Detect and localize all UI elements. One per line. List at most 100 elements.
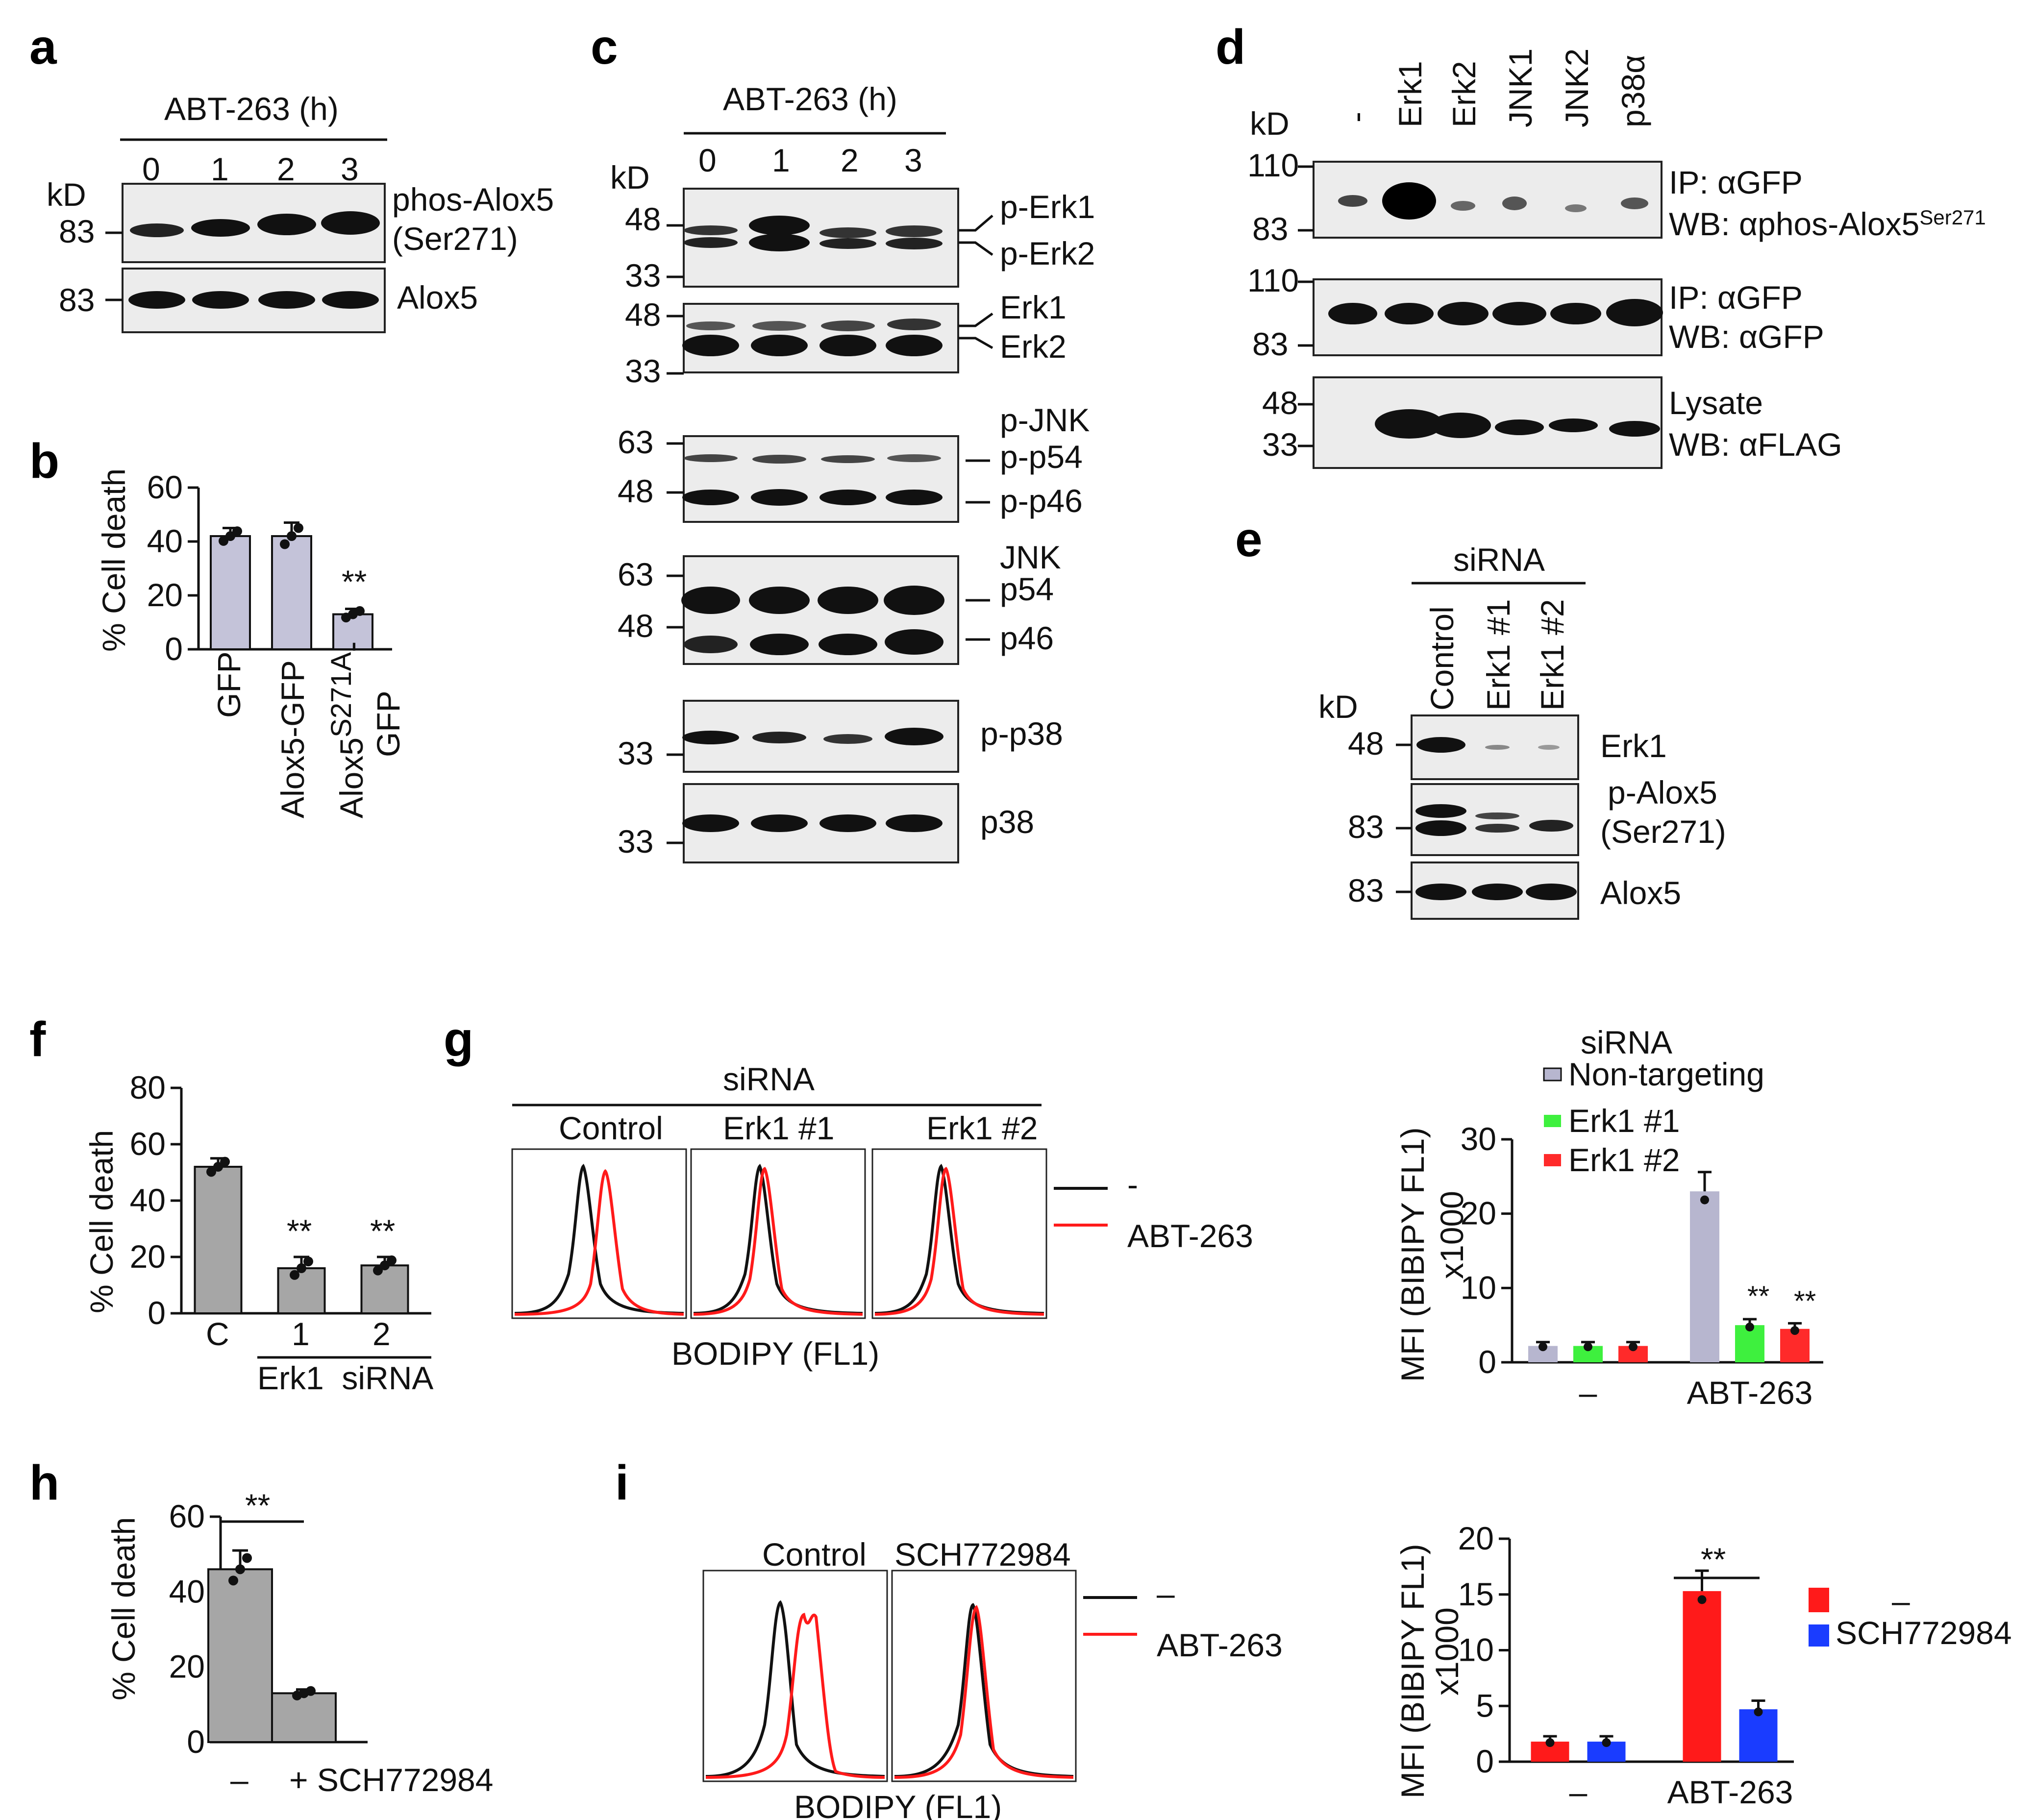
panel-g-cond-2: Erk1 #2 [926, 1110, 1038, 1146]
data-point [280, 539, 290, 549]
y-tick-label: 0 [1476, 1743, 1494, 1779]
panel-d-kd: kD [1250, 105, 1290, 142]
data-point [373, 1265, 383, 1276]
x-group-label: ABT-263 [1667, 1774, 1793, 1810]
panel-d-letter: d [1216, 20, 1245, 74]
panel-a-marker-83b: 83 [59, 282, 95, 318]
data-point [1629, 1342, 1638, 1352]
panel-d-marker-33: 33 [1262, 426, 1298, 463]
data-point [1754, 1707, 1763, 1717]
panel-d-bands-gfp [1328, 299, 1663, 326]
panel-a-band-ser: (Ser271) [392, 221, 518, 257]
panel-d-lane-2: Erk2 [1446, 61, 1482, 127]
data-point [355, 606, 365, 616]
panel-h-letter: h [29, 1455, 59, 1510]
y-tick-label: 10 [1461, 1269, 1496, 1305]
panel-c-band-erk1: Erk1 [1000, 289, 1067, 325]
panel-c-band-jnk: JNK [1000, 539, 1061, 575]
panel-d-blot-phos [1313, 161, 1663, 239]
panel-e-bands-palox5 [1415, 804, 1573, 836]
panel-a-marker-83a: 83 [59, 213, 95, 249]
panel-d-wb1-text: WB: αphos-Alox5 [1669, 206, 1919, 242]
panel-i-histogram-control [702, 1570, 888, 1782]
x-group-label: – [1579, 1375, 1597, 1411]
panel-i-bar-legend-1: SCH772984 [1836, 1615, 2012, 1651]
data-point [1602, 1738, 1611, 1747]
data-point [303, 1256, 313, 1267]
panel-i-legend-untreated: – [1157, 1575, 1175, 1612]
y-tick-label: 0 [148, 1295, 166, 1331]
y-tick-label: 20 [169, 1648, 205, 1685]
bar [210, 535, 251, 650]
panel-a-lane-0: 0 [142, 151, 160, 187]
panel-i-legend-abt: ABT-263 [1157, 1627, 1283, 1663]
y-tick-label: 20 [1458, 1520, 1494, 1556]
panel-g-histogram-erk1-1 [690, 1148, 866, 1319]
panel-g-histogram-erk1-2 [871, 1148, 1047, 1319]
panel-c-band-perk1: p-Erk1 [1000, 189, 1095, 225]
data-point [1790, 1326, 1799, 1335]
significance-stars: ** [287, 1213, 312, 1249]
panel-e-kd: kD [1318, 689, 1358, 725]
panel-g-xlabel: BODIPY (FL1) [671, 1335, 879, 1372]
panel-f-ylabel: % Cell death [83, 1130, 120, 1313]
bar [207, 1568, 273, 1743]
panel-c-marker-63b: 63 [618, 556, 653, 592]
y-tick-label: 60 [130, 1126, 166, 1162]
panel-d-marker-48: 48 [1262, 385, 1298, 421]
panel-b-x-mutant-gfp: GFP [370, 690, 406, 757]
panel-c-band-pjnk: p-JNK [1000, 402, 1090, 438]
panel-i-bar-ylabel2: x1000 [1429, 1607, 1465, 1696]
data-point [228, 1575, 238, 1586]
panel-g-bar-legend-0: Non-targeting [1568, 1056, 1764, 1092]
panel-c-blot-perk [683, 188, 959, 288]
bar [1739, 1709, 1778, 1762]
bar [332, 613, 373, 650]
data-point [1697, 1595, 1707, 1604]
panel-g-letter: g [444, 1012, 473, 1067]
y-tick-label: 20 [130, 1238, 166, 1275]
bar [277, 1267, 326, 1314]
panel-g-control-curve-abt [514, 1169, 684, 1316]
panel-b-letter: b [29, 434, 59, 489]
panel-a-lane-2: 2 [277, 151, 295, 187]
y-tick-label: 0 [1478, 1344, 1496, 1380]
panel-d-lane-3: JNK1 [1502, 49, 1539, 127]
panel-d-lane-4: JNK2 [1559, 49, 1595, 127]
data-point [306, 1686, 316, 1696]
panel-e-marker-48: 48 [1348, 725, 1384, 762]
y-tick-label: 5 [1476, 1687, 1494, 1723]
bar [271, 1692, 337, 1743]
panel-b-x-mutant-name: Alox5 [333, 738, 370, 818]
panel-a-lane-1: 1 [211, 151, 229, 187]
data-point [242, 1553, 252, 1563]
data-point [206, 1167, 216, 1177]
panel-h-ylabel: % Cell death [105, 1517, 142, 1700]
bar [1683, 1591, 1721, 1762]
panel-g-group: siRNA [723, 1061, 815, 1097]
data-point [1700, 1195, 1709, 1205]
panel-c-letter: c [591, 20, 618, 74]
data-point [1539, 1342, 1547, 1352]
panel-d-lane-1: Erk1 [1392, 61, 1428, 127]
panel-d-bands-phos [1338, 182, 1648, 220]
panel-g-cond-1: Erk1 #1 [723, 1110, 834, 1146]
panel-f-letter: f [29, 1012, 46, 1067]
panel-e-blot-palox5 [1411, 783, 1579, 856]
panel-d-ip1: IP: αGFP [1669, 164, 1803, 200]
panel-i-bar-ylabel1: MFI (BIBIPY FL1) [1394, 1544, 1431, 1798]
x-group-label: – [1569, 1774, 1588, 1810]
data-point [380, 1260, 390, 1271]
panel-g-legend-swatch-nontargeting [1543, 1067, 1562, 1082]
y-tick-label: 60 [147, 469, 183, 505]
panel-a-bands-alox5 [128, 291, 379, 309]
bar [271, 535, 312, 650]
data-point [387, 1255, 397, 1265]
y-tick-label: 0 [187, 1723, 205, 1760]
panel-c-band-p46: p46 [1000, 620, 1054, 656]
data-point [294, 523, 303, 533]
panel-c-bands-perk [684, 216, 943, 251]
significance-stars: ** [342, 564, 367, 600]
data-point [213, 1162, 223, 1172]
